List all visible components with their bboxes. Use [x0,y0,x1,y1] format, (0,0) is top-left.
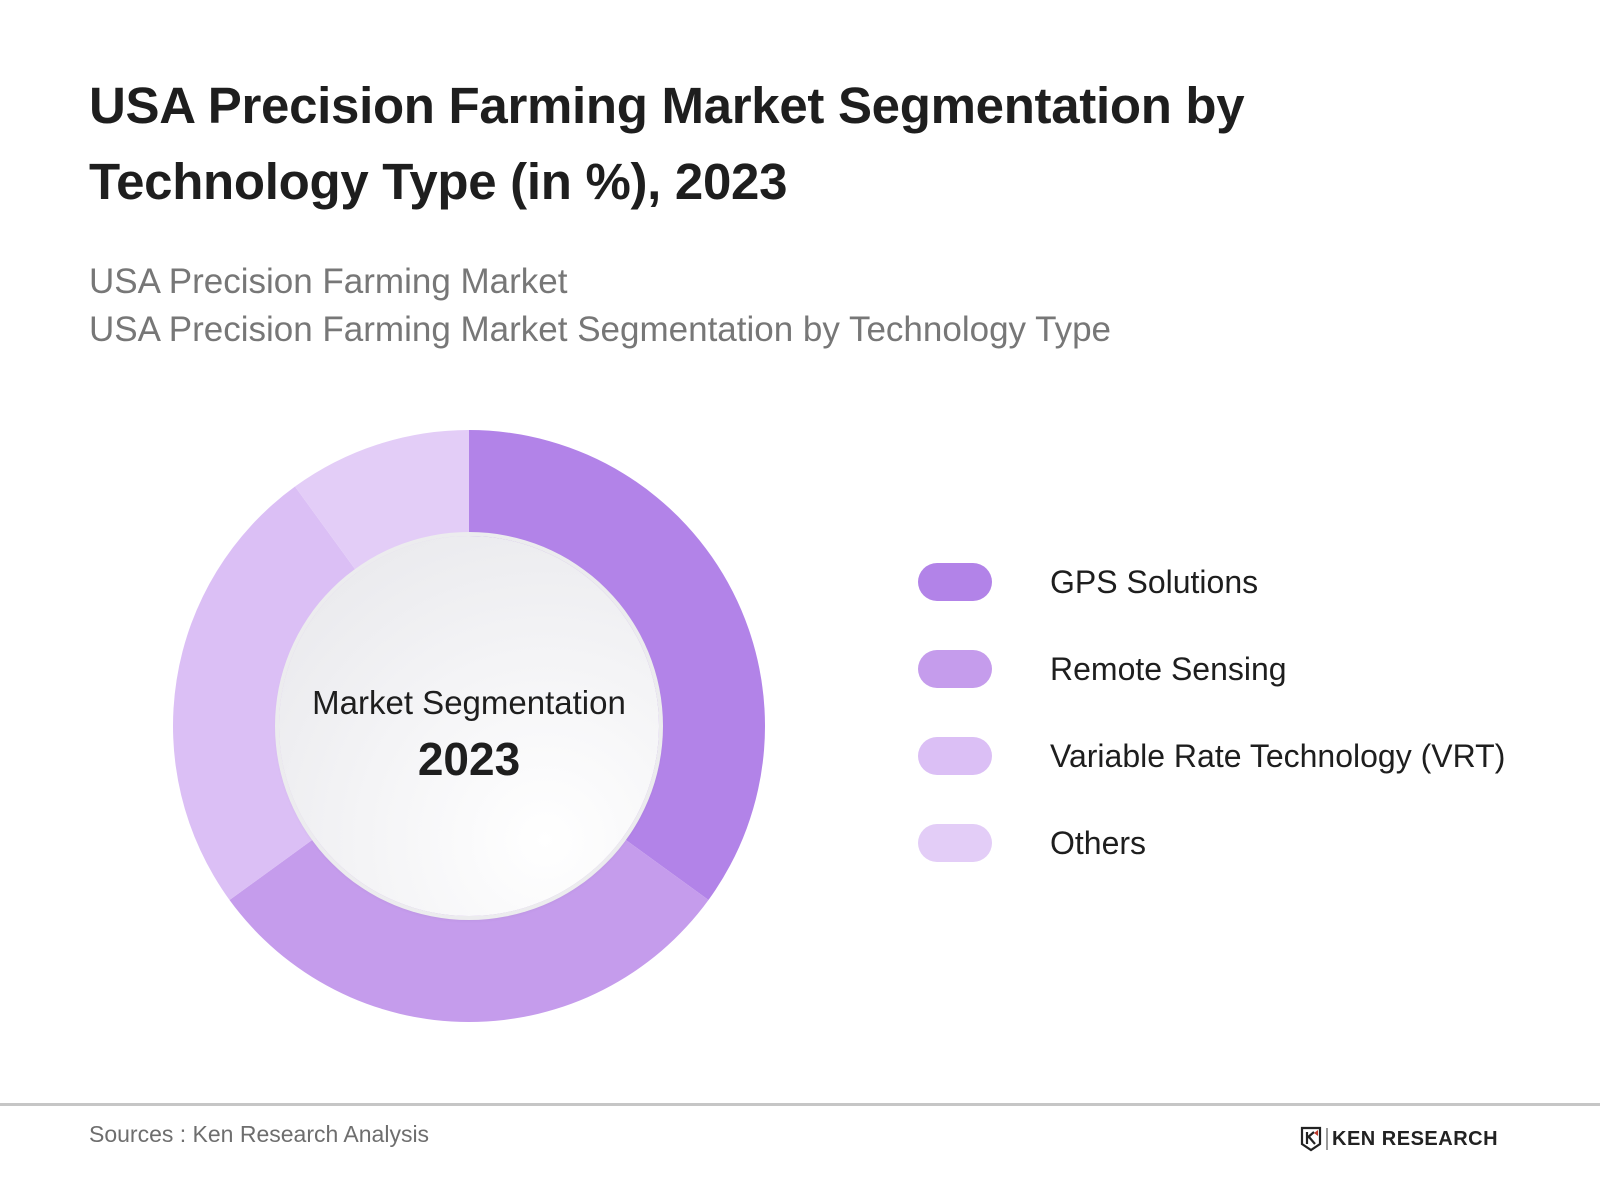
ken-research-logo-icon [1300,1126,1322,1152]
logo-text: KEN RESEARCH [1332,1127,1499,1150]
donut-center: Market Segmentation 2023 [279,536,659,916]
legend-swatch-icon [918,824,992,862]
chart-title: USA Precision Farming Market Segmentatio… [89,77,1245,210]
donut-chart: Market Segmentation 2023 [173,430,765,1022]
center-year: 2023 [417,733,521,785]
chart-subtitle: USA Precision Farming Market USA Precisi… [89,258,1111,354]
subtitle-line-1: USA Precision Farming Market [89,262,568,301]
legend-label: Others [1050,825,1147,861]
legend-swatch-icon [918,650,992,688]
legend-swatch-icon [918,737,992,775]
legend-swatch-icon [918,563,992,601]
subtitle-line-2: USA Precision Farming Market Segmentatio… [89,310,1112,349]
ken-research-logo: KEN RESEARCH [1300,1125,1498,1153]
legend-label: Variable Rate Technology (VRT) [1050,738,1506,774]
logo-separator [1326,1128,1328,1150]
footer-divider [0,1103,1600,1106]
legend-label: Remote Sensing [1050,651,1287,687]
center-label: Market Segmentation [312,684,626,721]
legend-label: GPS Solutions [1050,564,1259,600]
sources-note: Sources : Ken Research Analysis [89,1121,430,1147]
